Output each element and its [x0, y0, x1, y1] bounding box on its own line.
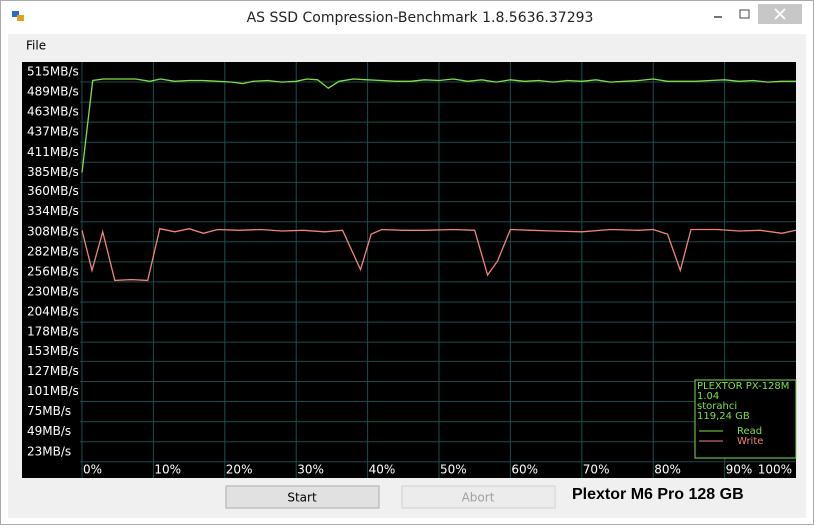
y-tick-label: 230MB/s — [27, 284, 79, 298]
y-tick-label: 515MB/s — [27, 65, 79, 79]
y-tick-label: 437MB/s — [27, 125, 79, 139]
x-tick-label: 90% — [726, 463, 753, 477]
abort-button — [401, 485, 556, 509]
drive-info: 1.04 — [697, 391, 719, 402]
drive-name: Plextor M6 Pro 128 GB — [572, 486, 744, 503]
x-tick-label: 20% — [226, 463, 253, 477]
x-tick-label: 50% — [440, 463, 467, 477]
window-title: AS SSD Compression-Benchmark 1.8.5636.37… — [247, 10, 594, 26]
app-icon — [17, 15, 24, 21]
y-tick-label: 178MB/s — [27, 325, 79, 339]
y-tick-label: 23MB/s — [27, 444, 71, 458]
menu-item[interactable]: File — [26, 39, 46, 53]
y-tick-label: 49MB/s — [27, 424, 71, 438]
start-button[interactable] — [225, 485, 380, 509]
x-tick-label: 70% — [583, 463, 610, 477]
chart: 23MB/s 49MB/s 75MB/s 101MB/s 127MB/s 153MB/s 1… — [27, 62, 797, 478]
y-tick-label: 334MB/s — [27, 204, 79, 218]
y-tick-label: 75MB/s — [27, 404, 71, 418]
x-tick-label: 60% — [511, 463, 538, 477]
x-tick-label: 10% — [154, 463, 181, 477]
x-tick-label: 100% — [758, 463, 792, 477]
y-tick-label: 308MB/s — [27, 224, 79, 238]
data-line — [81, 227, 797, 282]
y-tick-label: 101MB/s — [27, 384, 79, 398]
start-button-label[interactable]: Start — [287, 491, 317, 505]
legend-box — [694, 379, 797, 459]
legend-label: Read — [737, 426, 762, 437]
y-tick-label: 153MB/s — [27, 344, 79, 358]
y-tick-label: 256MB/s — [27, 264, 79, 278]
y-tick-label: 127MB/s — [27, 364, 79, 378]
maximize-button[interactable] — [739, 9, 750, 19]
y-tick-label: 360MB/s — [27, 184, 79, 198]
drive-info: 119,24 GB — [697, 411, 750, 422]
x-tick-label: 0% — [83, 463, 102, 477]
y-tick-label: 463MB/s — [27, 105, 79, 119]
y-tick-label: 411MB/s — [27, 145, 79, 159]
x-tick-label: 40% — [369, 463, 396, 477]
drive-info: PLEXTOR PX-128M — [697, 381, 789, 392]
close-icon — [774, 8, 786, 20]
legend-label: Write — [737, 436, 763, 447]
drive-info: storahci — [697, 401, 737, 412]
x-tick-label: 30% — [297, 463, 324, 477]
chart-area — [22, 62, 796, 478]
y-tick-label: 385MB/s — [27, 165, 79, 179]
y-tick-label: 489MB/s — [27, 85, 79, 99]
data-line — [81, 78, 796, 173]
y-tick-label: 204MB/s — [27, 305, 79, 319]
y-tick-label: 282MB/s — [27, 244, 79, 258]
abort-button-label: Abort — [462, 491, 495, 505]
x-tick-label: 80% — [654, 463, 681, 477]
app-icon — [12, 11, 19, 17]
